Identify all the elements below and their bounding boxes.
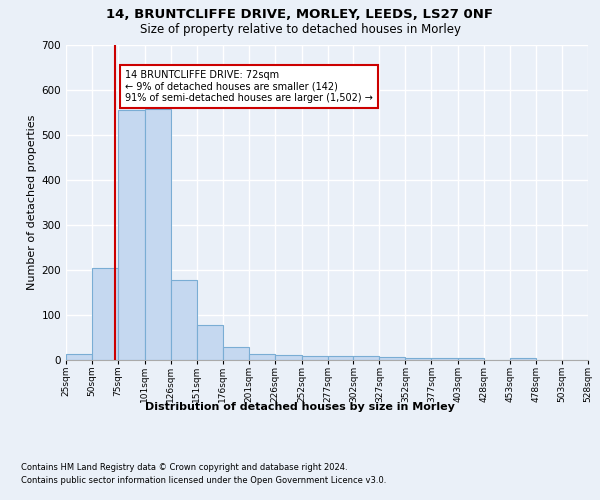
Text: 14, BRUNTCLIFFE DRIVE, MORLEY, LEEDS, LS27 0NF: 14, BRUNTCLIFFE DRIVE, MORLEY, LEEDS, LS… (107, 8, 493, 20)
Text: Contains public sector information licensed under the Open Government Licence v3: Contains public sector information licen… (21, 476, 386, 485)
Bar (275, 354, 302, 360)
Bar (328, 356, 353, 360)
Bar (171, 280, 197, 360)
Text: 14 BRUNTCLIFFE DRIVE: 72sqm
← 9% of detached houses are smaller (142)
91% of sem: 14 BRUNTCLIFFE DRIVE: 72sqm ← 9% of deta… (125, 70, 373, 103)
Bar (353, 356, 379, 360)
Y-axis label: Number of detached properties: Number of detached properties (28, 115, 37, 290)
Bar (145, 109, 171, 360)
Bar (118, 110, 145, 360)
Bar (431, 358, 458, 360)
Bar (197, 325, 223, 360)
Bar (248, 354, 275, 360)
Text: Distribution of detached houses by size in Morley: Distribution of detached houses by size … (145, 402, 455, 412)
Bar (406, 358, 431, 360)
Text: Contains HM Land Registry data © Crown copyright and database right 2024.: Contains HM Land Registry data © Crown c… (21, 462, 347, 471)
Bar (66, 354, 92, 360)
Bar (458, 358, 484, 360)
Bar (302, 356, 328, 360)
Bar (92, 268, 118, 360)
Bar (510, 358, 536, 360)
Bar (379, 357, 406, 360)
Bar (223, 346, 248, 360)
Text: Size of property relative to detached houses in Morley: Size of property relative to detached ho… (139, 22, 461, 36)
